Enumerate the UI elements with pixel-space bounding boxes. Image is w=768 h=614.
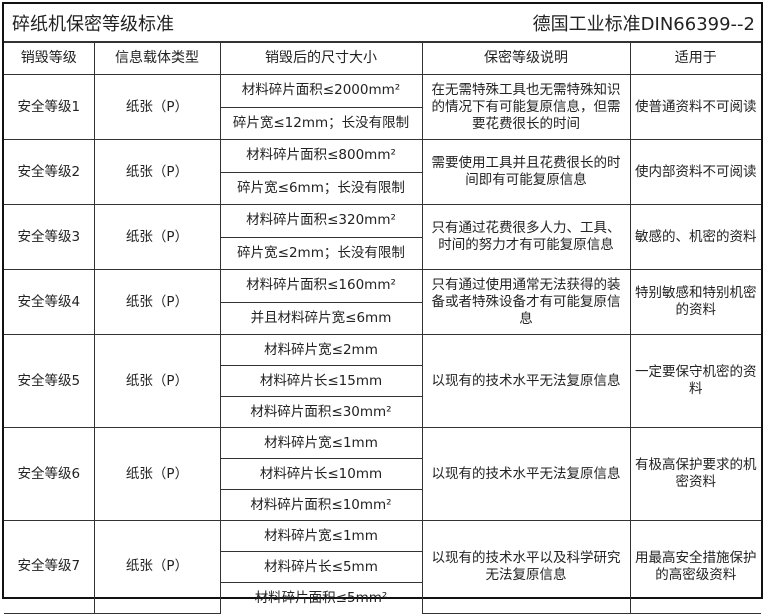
size-cell: 并且材料碎片宽≤6mm xyxy=(220,301,422,335)
size-cell: 材料碎片面积≤5mm² xyxy=(220,582,422,613)
table-row: 安全等级5 纸张（P） 材料碎片宽≤2mm 以现有的技术水平无法复原信息 一定要保守机密… xyxy=(4,334,761,428)
description-cell: 只有通过花费很多人力、工具、时间的努力才有可能复原信息 xyxy=(421,204,631,270)
applies-to-cell: 使普通资料不可阅读 xyxy=(629,74,761,140)
table-title: 碎纸机保密等级标准 xyxy=(12,13,174,35)
table-row: 材料碎片面积≤30mm² xyxy=(4,396,761,428)
level-cell: 安全等级5 xyxy=(4,334,95,428)
table-row: 安全等级7 纸张（P） 材料碎片宽≤1mm 以现有的技术水平以及科学研究无法复原信息用… xyxy=(4,520,761,614)
media-cell: 纸张（P） xyxy=(93,139,221,205)
title-row: 碎纸机保密等级标准 德国工业标准DIN66399--2 xyxy=(4,4,761,42)
applies-to-cell: 一定要保守机密的资料 xyxy=(629,334,761,428)
applies-to-cell: 特别敏感和特别机密的资料 xyxy=(629,269,761,335)
grid: 销毁等级 信息载体类型 销毁后的尺寸大小 保密等级说明 适用于 安全等级1 纸张（… xyxy=(4,42,761,614)
table-row: 安全等级3 纸张（P） 材料碎片面积≤320mm² 只有通过花费很多人力、工具、时间的… xyxy=(4,204,761,270)
table-row: 碎片宽≤6mm；长没有限制 xyxy=(4,171,761,205)
media-cell: 纸张（P） xyxy=(93,520,221,614)
table-row: 安全等级1 纸张（P） 材料碎片面积≤2000mm² 在无需特殊工具也无需特殊知识的情… xyxy=(4,74,761,140)
level-cell: 安全等级2 xyxy=(4,139,95,205)
media-cell: 纸张（P） xyxy=(93,269,221,335)
level-cell: 安全等级6 xyxy=(4,427,95,521)
description-cell: 在无需特殊工具也无需特殊知识的情况下有可能复原信息，但需要花费很长的时间 xyxy=(421,74,631,140)
media-cell: 纸张（P） xyxy=(93,334,221,428)
size-cell: 材料碎片宽≤1mm xyxy=(219,427,423,459)
table-row: 安全等级2 纸张（P） 材料碎片面积≤800mm² 需要使用工具并且花费很长的时间即有… xyxy=(4,139,761,205)
applies-to-cell: 用最高安全措施保护的高密级资料 xyxy=(629,520,761,614)
applies-to-cell: 使内部资料不可阅读 xyxy=(629,139,761,205)
header-cell: 保密等级说明 xyxy=(421,42,631,75)
size-cell: 材料碎片长≤10mm xyxy=(220,458,422,490)
size-cell: 材料碎片面积≤800mm² xyxy=(219,139,423,173)
description-cell: 以现有的技术水平无法复原信息 xyxy=(421,427,631,521)
size-cell: 材料碎片宽≤1mm xyxy=(219,520,423,552)
table-row: 安全等级6 纸张（P） 材料碎片宽≤1mm 以现有的技术水平无法复原信息 有极高保护要求… xyxy=(4,427,761,521)
description-cell: 需要使用工具并且花费很长的时间即有可能复原信息 xyxy=(421,139,631,205)
header-cell: 销毁等级 xyxy=(4,42,95,75)
size-cell: 材料碎片面积≤2000mm² xyxy=(219,74,423,108)
description-cell: 只有通过使用通常无法获得的装备或者特殊设备才有可能复原信息 xyxy=(421,269,631,335)
header-cell: 信息载体类型 xyxy=(93,42,221,75)
table-row: 碎片宽≤12mm；长没有限制 xyxy=(4,106,761,140)
size-cell: 碎片宽≤12mm；长没有限制 xyxy=(220,106,422,140)
size-cell: 材料碎片长≤15mm xyxy=(220,365,422,397)
applies-to-cell: 有极高保护要求的机密资料 xyxy=(629,427,761,521)
size-cell: 材料碎片面积≤320mm² xyxy=(219,204,423,238)
size-cell: 材料碎片面积≤30mm² xyxy=(220,396,422,428)
size-cell: 材料碎片宽≤2mm xyxy=(219,334,423,366)
header-row: 销毁等级 信息载体类型 销毁后的尺寸大小 保密等级说明 适用于 xyxy=(4,42,761,75)
standard-label: 德国工业标准DIN66399--2 xyxy=(532,13,755,35)
table-row: 安全等级4 纸张（P） 材料碎片面积≤160mm² 只有通过使用通常无法获得的装备或者… xyxy=(4,269,761,335)
size-cell: 材料碎片面积≤10mm² xyxy=(220,489,422,521)
level-cell: 安全等级4 xyxy=(4,269,95,335)
size-cell: 碎片宽≤6mm；长没有限制 xyxy=(220,171,422,205)
description-cell: 以现有的技术水平以及科学研究无法复原信息 xyxy=(421,520,631,614)
header-cell: 销毁后的尺寸大小 xyxy=(219,42,423,75)
table-row: 材料碎片长≤5mm xyxy=(4,551,761,583)
media-cell: 纸张（P） xyxy=(93,204,221,270)
level-cell: 安全等级7 xyxy=(4,520,95,614)
description-cell: 以现有的技术水平无法复原信息 xyxy=(421,334,631,428)
media-cell: 纸张（P） xyxy=(93,427,221,521)
size-cell: 材料碎片面积≤160mm² xyxy=(219,269,423,303)
size-cell: 材料碎片长≤5mm xyxy=(220,551,422,583)
applies-to-cell: 敏感的、机密的资料 xyxy=(629,204,761,270)
header-cell: 适用于 xyxy=(629,42,761,75)
level-cell: 安全等级1 xyxy=(4,74,95,140)
level-cell: 安全等级3 xyxy=(4,204,95,270)
media-cell: 纸张（P） xyxy=(93,74,221,140)
size-cell: 碎片宽≤2mm；长没有限制 xyxy=(220,236,422,270)
